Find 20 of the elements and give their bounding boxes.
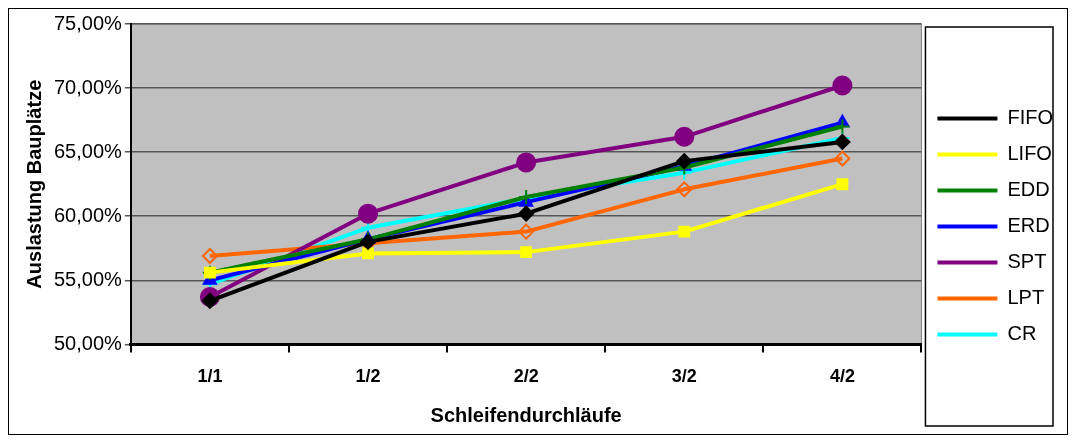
x-axis-title: Schleifendurchläufe [430,403,622,426]
legend-label: LIFO [1007,142,1052,165]
y-tick-label: 70,00% [53,75,123,98]
x-tick-label: 3/2 [671,366,697,387]
y-axis-title: Auslastung Bauplätze [22,79,45,289]
y-tick-label: 50,00% [53,331,123,354]
legend-label: FIFO [1007,106,1053,129]
x-tick-label: 2/2 [513,366,539,387]
legend-label: SPT [1007,250,1047,273]
y-tick-label: 75,00% [53,11,123,34]
y-tick-label: 65,00% [53,139,123,162]
legend-label: LPT [1007,286,1045,309]
legend-label: ERD [1007,214,1050,237]
x-tick-label: 4/2 [829,366,855,387]
x-tick-label: 1/1 [197,366,223,387]
y-tick-label: 60,00% [53,203,123,226]
legend-label: CR [1007,322,1037,345]
legend-label: EDD [1007,178,1050,201]
x-tick-label: 1/2 [355,366,381,387]
y-tick-label: 55,00% [53,267,123,290]
